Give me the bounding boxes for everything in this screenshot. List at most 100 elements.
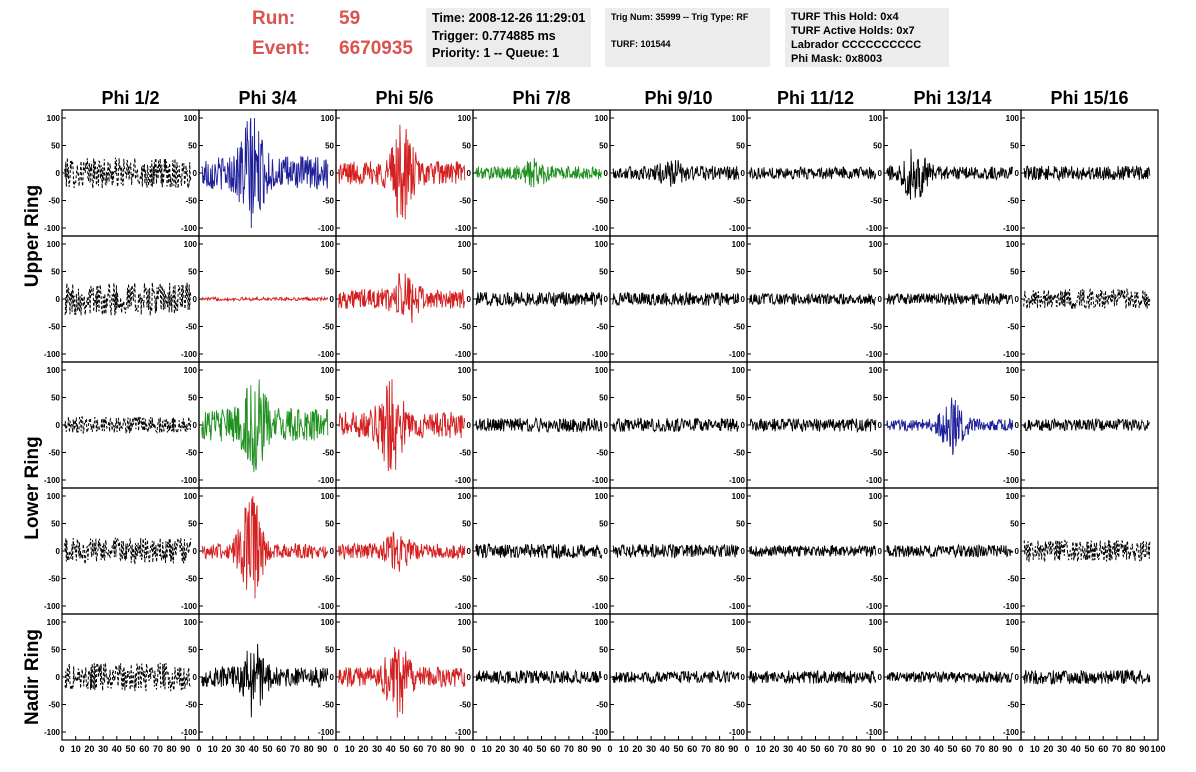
y-tick-label: -50	[459, 449, 471, 458]
y-tick-label: -50	[459, 575, 471, 584]
y-tick-label: -50	[870, 323, 882, 332]
x-tick-label: 30	[235, 744, 245, 754]
y-tick-label: 100	[184, 618, 198, 627]
waveform-trace	[201, 295, 329, 303]
column-header-2: Phi 3/4	[238, 88, 296, 108]
x-tick-label: 60	[1098, 744, 1108, 754]
waveform-trace	[201, 379, 329, 473]
x-tick-label: 70	[975, 744, 985, 754]
x-tick-label: 10	[345, 744, 355, 754]
waveform-trace	[475, 416, 603, 434]
x-tick-label: 50	[810, 744, 820, 754]
y-tick-label: 50	[736, 394, 745, 403]
y-tick-label: -100	[1003, 476, 1020, 485]
y-tick-label: 0	[604, 295, 609, 304]
waveform-trace	[886, 292, 1014, 306]
y-tick-label: 0	[878, 547, 883, 556]
y-tick-label: 50	[873, 394, 882, 403]
x-tick-label: 90	[591, 744, 601, 754]
y-tick-label: -50	[1007, 575, 1019, 584]
y-tick-label: -100	[44, 476, 61, 485]
priority-text: Priority: 1 -- Queue: 1	[432, 46, 560, 60]
x-tick-label: 80	[167, 744, 177, 754]
y-tick-label: 0	[467, 421, 472, 430]
y-tick-label: 50	[51, 142, 60, 151]
waveform-trace	[475, 669, 603, 685]
y-tick-label: 50	[462, 520, 471, 529]
x-tick-label: 60	[413, 744, 423, 754]
waveform-trace	[612, 417, 740, 433]
run-label: Run:	[252, 8, 296, 29]
y-tick-label: -50	[48, 449, 60, 458]
y-tick-label: 100	[595, 618, 609, 627]
y-tick-label: -50	[48, 197, 60, 206]
y-tick-label: -100	[1003, 602, 1020, 611]
y-tick-label: 0	[330, 547, 335, 556]
y-tick-label: 0	[878, 295, 883, 304]
x-tick-label: 20	[1043, 744, 1053, 754]
y-tick-label: 50	[736, 520, 745, 529]
y-tick-label: 0	[193, 295, 198, 304]
x-tick-label: 90	[1002, 744, 1012, 754]
y-tick-label: 100	[732, 366, 746, 375]
y-tick-label: -50	[185, 323, 197, 332]
waveform-trace	[749, 669, 877, 685]
y-tick-label: 50	[462, 646, 471, 655]
y-tick-label: -100	[455, 476, 472, 485]
y-tick-label: -50	[1007, 197, 1019, 206]
y-tick-label: -50	[322, 575, 334, 584]
trigger-info-box: Trig Num: 35999 -- Trig Type: RF TURF: 1…	[605, 8, 770, 67]
y-tick-label: 50	[462, 142, 471, 151]
y-tick-label: 50	[1010, 646, 1019, 655]
y-tick-label: 0	[1015, 295, 1020, 304]
run-line: Run: 59	[252, 8, 360, 30]
y-tick-label: 50	[599, 520, 608, 529]
y-tick-label: -50	[459, 197, 471, 206]
x-tick-label: 40	[797, 744, 807, 754]
y-tick-label: -50	[733, 323, 745, 332]
y-tick-label: -100	[1003, 350, 1020, 359]
y-tick-label: 0	[604, 547, 609, 556]
x-tick-label: 20	[84, 744, 94, 754]
y-tick-label: 0	[604, 169, 609, 178]
x-tick-label: 0	[470, 744, 475, 754]
x-tick-label: 0	[881, 744, 886, 754]
turf-text: TURF: 101544	[611, 39, 671, 49]
waveform-trace	[201, 643, 329, 718]
y-tick-label: -100	[455, 602, 472, 611]
y-tick-label: -100	[866, 728, 883, 737]
y-tick-label: -100	[181, 602, 198, 611]
y-tick-label: 50	[462, 394, 471, 403]
y-tick-label: -50	[459, 701, 471, 710]
y-tick-label: 0	[467, 673, 472, 682]
trig-num-text: Trig Num: 35999 -- Trig Type: RF	[611, 12, 749, 22]
y-tick-label: 100	[458, 240, 472, 249]
y-tick-label: -100	[318, 224, 335, 233]
y-tick-label: 100	[321, 366, 335, 375]
y-tick-label: 0	[878, 169, 883, 178]
x-tick-label: 60	[961, 744, 971, 754]
x-tick-label: 30	[646, 744, 656, 754]
y-tick-label: 50	[873, 646, 882, 655]
x-tick-label: 50	[125, 744, 135, 754]
y-tick-label: -50	[48, 323, 60, 332]
y-tick-label: 0	[193, 169, 198, 178]
y-tick-label: -100	[729, 350, 746, 359]
x-tick-label: 70	[153, 744, 163, 754]
y-tick-label: -50	[185, 197, 197, 206]
event-value: 6670935	[339, 38, 413, 59]
ring-label-1: Upper Ring	[22, 185, 43, 287]
y-tick-label: 0	[741, 295, 746, 304]
y-tick-label: 100	[47, 618, 61, 627]
waveform-trace	[201, 117, 329, 229]
y-tick-label: 0	[330, 295, 335, 304]
column-header-3: Phi 5/6	[375, 88, 433, 108]
y-tick-label: -50	[870, 197, 882, 206]
y-tick-label: 0	[330, 169, 335, 178]
labrador-text: Labrador CCCCCCCCCC	[791, 39, 922, 51]
event-line: Event: 6670935	[252, 38, 413, 60]
x-tick-label: 40	[934, 744, 944, 754]
x-tick-label: 20	[495, 744, 505, 754]
x-tick-label: 0	[607, 744, 612, 754]
y-tick-label: -100	[181, 476, 198, 485]
